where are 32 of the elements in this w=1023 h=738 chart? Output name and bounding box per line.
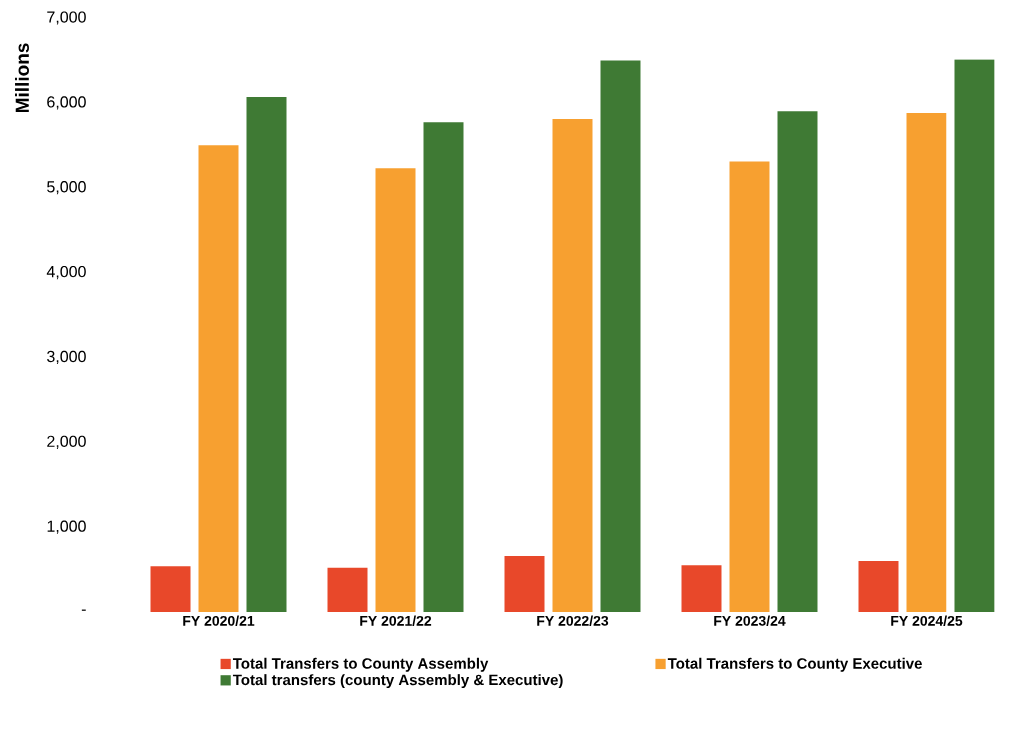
- bar: [246, 96, 287, 612]
- bar: [777, 111, 818, 612]
- bar: [504, 555, 545, 612]
- x-tick-label: FY 2021/22: [360, 615, 432, 626]
- legend-label: Total Transfers to County Executive: [667, 657, 922, 672]
- bar: [729, 161, 770, 612]
- bar: [198, 145, 239, 612]
- y-tick-label: 6,000: [47, 96, 86, 110]
- x-tick-label: FY 2023/24: [714, 615, 786, 626]
- y-tick-label: 5,000: [47, 181, 86, 195]
- bar: [150, 566, 191, 612]
- bar: [600, 60, 641, 612]
- x-tick-label: FY 2020/21: [183, 615, 255, 626]
- bar: [954, 59, 995, 612]
- bar: [375, 168, 416, 612]
- y-tick-label: 4,000: [46, 265, 86, 280]
- x-tick-label: FY 2022/23: [537, 615, 609, 626]
- bar: [552, 118, 593, 612]
- bar: [858, 561, 899, 612]
- bar: [681, 565, 722, 612]
- y-axis-title: Millions: [15, 43, 29, 113]
- y-tick-label: 3,000: [47, 350, 86, 365]
- y-tick-label: 2,000: [47, 435, 86, 449]
- x-tick-label: FY 2024/25: [891, 615, 963, 626]
- y-tick-label: 7,000: [47, 11, 86, 25]
- legend-label: Total transfers (county Assembly & Executive): [232, 674, 563, 689]
- legend-label: Total Transfers to County Assembly: [232, 657, 489, 672]
- y-tick-label: 1,000: [47, 520, 86, 534]
- bar: [423, 122, 464, 612]
- y-tick-label: -: [81, 609, 86, 611]
- bar: [327, 567, 368, 612]
- bar: [906, 113, 947, 612]
